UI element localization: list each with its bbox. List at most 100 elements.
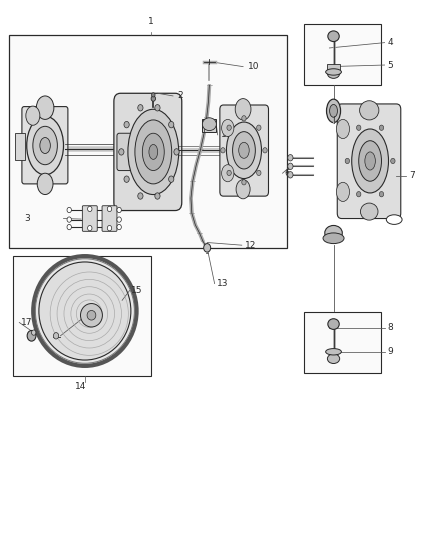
Circle shape [117,224,121,230]
Text: 8: 8 [388,324,393,332]
Ellipse shape [360,101,379,120]
Text: 2: 2 [177,92,183,100]
Bar [304,312,381,373]
FancyBboxPatch shape [114,93,182,211]
Circle shape [227,125,231,131]
Text: 4: 4 [388,38,393,47]
Ellipse shape [142,133,164,171]
Ellipse shape [336,182,350,201]
Circle shape [263,148,267,153]
Ellipse shape [87,310,96,320]
Circle shape [174,149,179,155]
Text: 6: 6 [285,169,290,177]
Ellipse shape [33,256,137,366]
Ellipse shape [222,165,234,182]
Ellipse shape [336,119,350,139]
Ellipse shape [135,120,172,184]
Circle shape [32,330,36,335]
Circle shape [155,193,160,199]
Text: 15: 15 [131,286,143,295]
Ellipse shape [327,354,340,364]
Bar [9,35,287,248]
Circle shape [288,172,293,178]
Circle shape [257,125,261,131]
Circle shape [379,125,384,131]
Bar [202,119,216,132]
Ellipse shape [328,319,339,329]
Ellipse shape [128,109,179,195]
Ellipse shape [365,152,375,170]
Text: 1: 1 [148,17,154,26]
Circle shape [357,125,361,131]
Circle shape [124,176,129,182]
Ellipse shape [36,96,54,119]
Ellipse shape [328,31,339,42]
Text: 11: 11 [221,131,233,139]
Circle shape [242,180,246,185]
Circle shape [221,148,225,153]
Circle shape [288,155,293,161]
Ellipse shape [149,144,158,159]
Circle shape [117,217,121,222]
Text: 13: 13 [217,279,228,288]
Ellipse shape [326,99,340,123]
Bar [15,133,25,160]
Circle shape [107,206,112,212]
Bar [327,64,340,70]
Text: 5: 5 [388,61,393,69]
Circle shape [67,217,71,222]
Bar [304,24,381,85]
Circle shape [227,170,231,175]
Ellipse shape [37,173,53,195]
Circle shape [107,225,112,231]
Circle shape [119,149,124,155]
Circle shape [155,104,160,111]
Circle shape [357,191,361,197]
Ellipse shape [26,106,40,125]
Ellipse shape [39,262,131,360]
Circle shape [379,191,384,197]
FancyBboxPatch shape [117,133,143,171]
Ellipse shape [325,225,342,240]
Circle shape [151,96,155,101]
Ellipse shape [27,116,64,175]
Circle shape [169,122,174,128]
Ellipse shape [236,180,250,199]
Circle shape [242,116,246,121]
Circle shape [117,207,121,213]
Ellipse shape [327,69,340,78]
Bar [13,256,151,376]
Ellipse shape [81,304,102,327]
Circle shape [204,244,211,252]
Circle shape [67,207,71,213]
Circle shape [88,225,92,231]
Ellipse shape [386,215,402,224]
Ellipse shape [329,104,338,117]
Circle shape [88,206,92,212]
Ellipse shape [235,99,251,120]
FancyBboxPatch shape [22,107,68,184]
Ellipse shape [325,349,342,355]
Ellipse shape [233,132,255,169]
Circle shape [138,193,143,199]
Ellipse shape [325,69,342,75]
Text: 9: 9 [388,348,393,356]
FancyBboxPatch shape [102,206,117,231]
Circle shape [257,170,261,175]
Ellipse shape [226,122,261,179]
Circle shape [169,176,174,182]
Circle shape [138,104,143,111]
Ellipse shape [202,118,216,131]
Text: 10: 10 [247,62,259,71]
Text: 12: 12 [245,241,257,249]
Ellipse shape [239,142,249,158]
Circle shape [124,122,129,128]
Text: 16: 16 [85,313,97,321]
Text: 14: 14 [75,382,87,391]
Ellipse shape [222,119,234,136]
Ellipse shape [33,126,57,165]
FancyBboxPatch shape [82,206,97,231]
Circle shape [391,158,395,164]
Ellipse shape [360,203,378,220]
Circle shape [345,158,350,164]
